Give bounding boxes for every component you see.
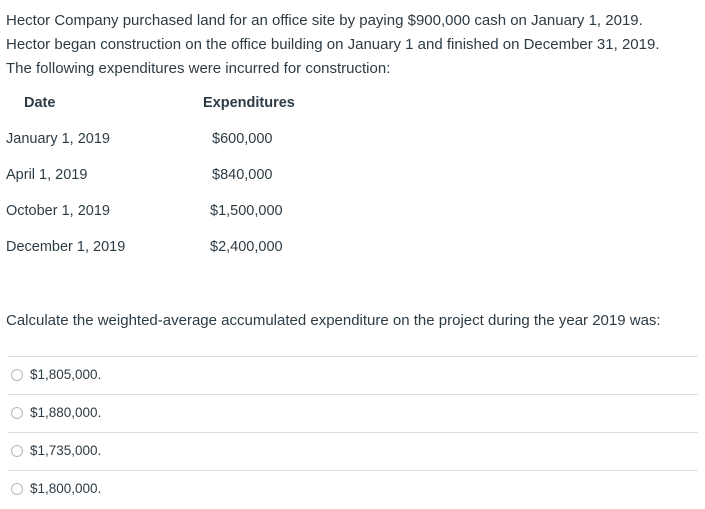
radio-button[interactable] bbox=[11, 445, 23, 457]
prompt: Calculate the weighted-average accumulat… bbox=[6, 312, 661, 329]
intro: Hector Company purchased land for an off… bbox=[6, 9, 660, 81]
table-cell: $2,400,000 bbox=[210, 239, 283, 255]
table-cell: October 1, 2019 bbox=[6, 203, 110, 219]
answer-option[interactable]: $1,800,000. bbox=[8, 470, 698, 509]
option-label: $1,880,000. bbox=[30, 405, 102, 420]
answer-option[interactable]: $1,880,000. bbox=[8, 394, 698, 433]
answer-option[interactable]: $1,735,000. bbox=[8, 432, 698, 471]
table-cell: December 1, 2019 bbox=[6, 239, 126, 255]
option-label: $1,805,000. bbox=[30, 367, 102, 382]
radio-button[interactable] bbox=[11, 407, 23, 419]
table-cell: April 1, 2019 bbox=[6, 167, 88, 183]
intro-line: Hector Company purchased land for an off… bbox=[6, 12, 643, 29]
answer-option[interactable]: $1,805,000. bbox=[8, 356, 698, 395]
intro-line: Hector began construction on the office … bbox=[6, 36, 660, 53]
table-cell: $600,000 bbox=[212, 131, 273, 147]
option-label: $1,735,000. bbox=[30, 443, 102, 458]
radio-button[interactable] bbox=[11, 369, 23, 381]
table-header: Date bbox=[24, 95, 56, 111]
intro-line: The following expenditures were incurred… bbox=[6, 60, 391, 77]
option-label: $1,800,000. bbox=[30, 481, 102, 496]
table-header: Expenditures bbox=[203, 95, 295, 111]
table-cell: $1,500,000 bbox=[210, 203, 283, 219]
table-cell: $840,000 bbox=[212, 167, 273, 183]
radio-button[interactable] bbox=[11, 483, 23, 495]
table-cell: January 1, 2019 bbox=[6, 131, 110, 147]
